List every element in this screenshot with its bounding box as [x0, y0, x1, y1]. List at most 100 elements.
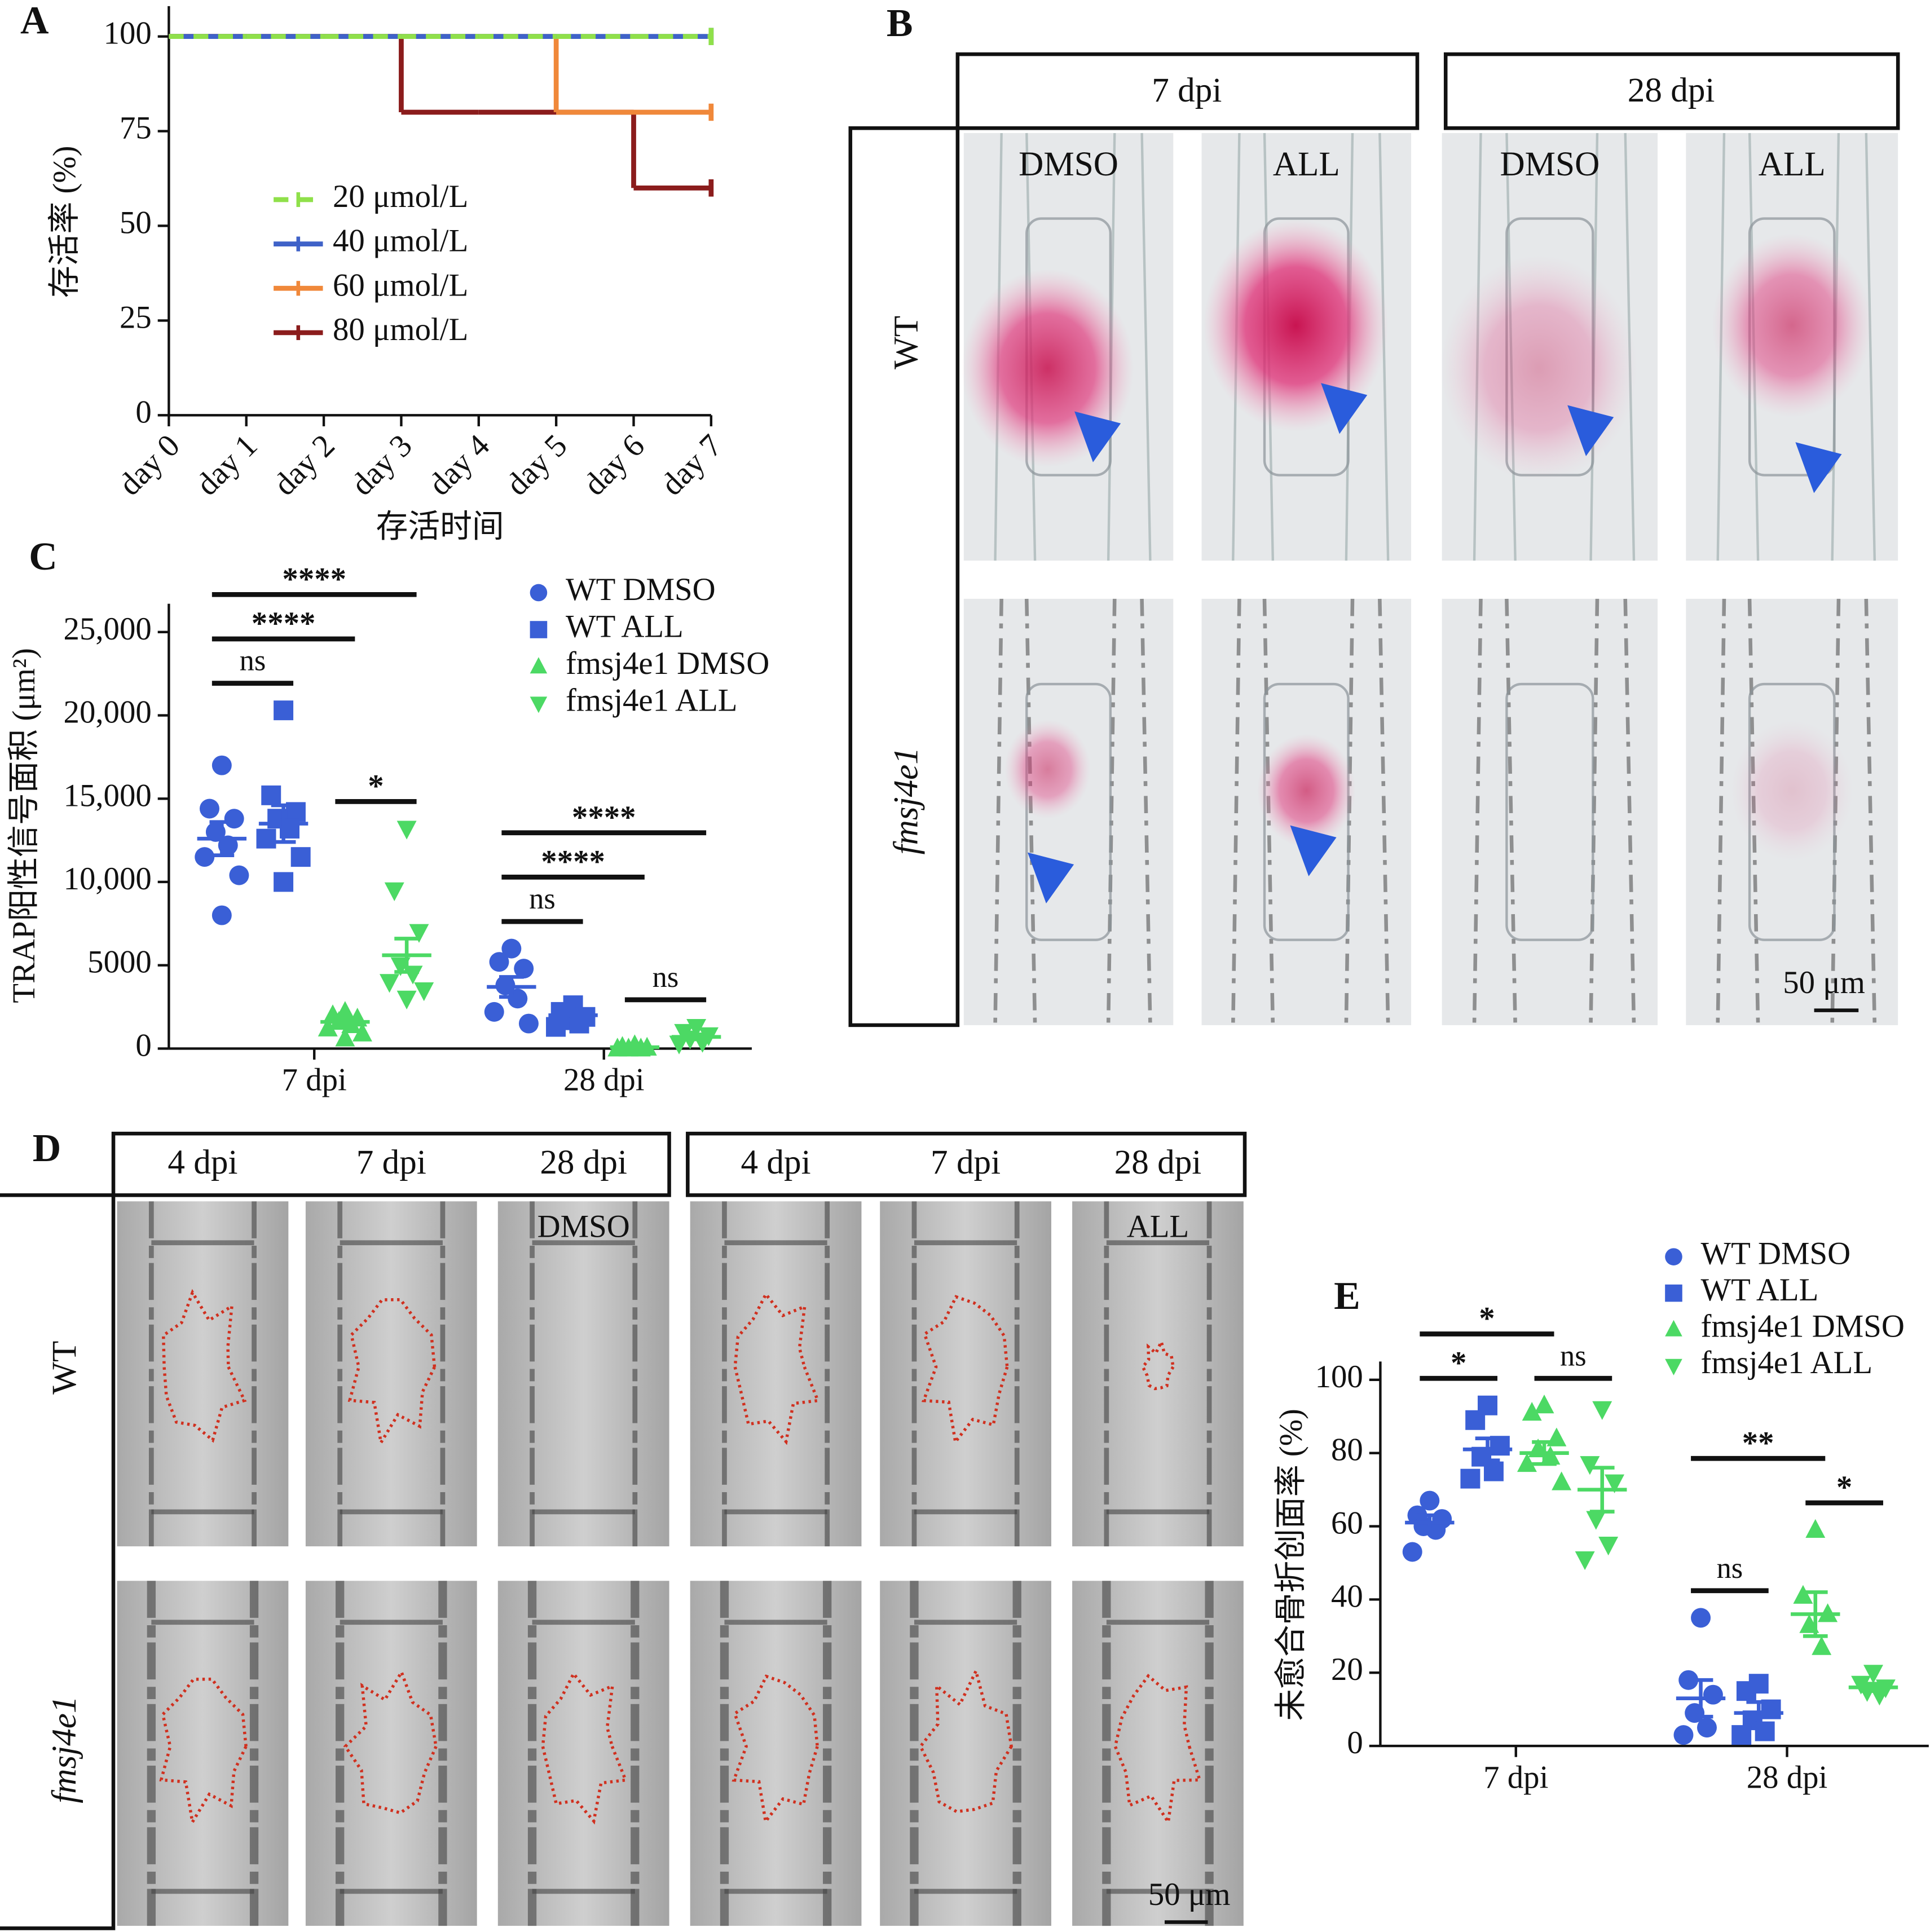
micrograph: [1072, 1201, 1244, 1547]
data-point: [335, 1027, 355, 1047]
legend-marker: [530, 657, 548, 674]
legend-marker: [1665, 1248, 1682, 1265]
legend-label: 40 μmol/L: [333, 223, 468, 259]
data-point: [274, 872, 294, 892]
column-header: 28 dpi: [1114, 1143, 1202, 1181]
tissue-line: [1864, 598, 1877, 1025]
data-point: [1793, 1585, 1813, 1604]
header-box: [955, 52, 1420, 130]
micrograph: [690, 1201, 862, 1547]
micrograph: [305, 1581, 477, 1926]
arrowhead: [1290, 825, 1337, 876]
wound-outline: [347, 1298, 437, 1447]
data-point: [195, 847, 215, 867]
x-tick-label: day 0: [112, 427, 187, 502]
y-tick-label: 25,000: [64, 611, 152, 647]
wound-outline: [732, 1674, 819, 1825]
y-axis-label: 未愈合骨折创面率 (%): [1273, 1409, 1308, 1721]
tissue-line: [1472, 598, 1483, 1025]
significance-label: *: [1479, 1301, 1495, 1336]
column-header: 7 dpi: [1152, 71, 1222, 109]
data-point: [501, 938, 522, 959]
column-header: 7 dpi: [356, 1143, 426, 1181]
data-point: [1483, 1461, 1504, 1481]
data-point: [409, 924, 429, 943]
y-axis-label: 存活率 (%): [47, 145, 82, 298]
y-tick-label: 80: [1331, 1432, 1363, 1468]
x-axis-label: 存活时间: [376, 509, 504, 545]
column-header: 4 dpi: [741, 1143, 811, 1181]
y-tick-label: 50: [120, 205, 152, 241]
legend-label: fmsj4e1 DMSO: [1701, 1309, 1905, 1344]
data-point: [380, 974, 399, 993]
significance-label: **: [1742, 1425, 1774, 1461]
significance-label: ns: [1717, 1552, 1743, 1585]
data-point: [1805, 1519, 1826, 1538]
tissue-line: [1140, 598, 1152, 1025]
wound-outline: [918, 1666, 1014, 1814]
micrograph: [497, 1581, 669, 1926]
x-tick-label: 28 dpi: [1747, 1759, 1828, 1795]
significance-label: ****: [252, 606, 316, 641]
data-point: [274, 700, 294, 721]
row-label-box: [848, 126, 960, 1027]
data-point: [1420, 1490, 1440, 1511]
data-point: [489, 952, 509, 972]
treatment-label: ALL: [1273, 145, 1340, 183]
legend-label: WT DMSO: [566, 572, 716, 607]
treatment-label: ALL: [1759, 145, 1826, 183]
data-point: [1517, 1453, 1537, 1472]
data-point: [1812, 1636, 1832, 1655]
data-point: [1731, 1725, 1752, 1745]
significance-label: ****: [541, 844, 605, 880]
legend-marker: [1665, 1284, 1682, 1302]
significance-label: ****: [282, 561, 346, 597]
y-tick-label: 0: [1347, 1725, 1363, 1761]
tissue-line: [1865, 133, 1876, 561]
wound-outline: [921, 1295, 1009, 1446]
tissue-line: [1716, 598, 1726, 1025]
micrograph: [117, 1201, 289, 1547]
significance-label: ns: [1560, 1339, 1587, 1372]
data-point: [1691, 1608, 1711, 1628]
tissue-line: [1231, 598, 1241, 1025]
x-tick-label: day 7: [654, 427, 729, 502]
data-point: [1592, 1401, 1612, 1420]
treatment-label: ALL: [1127, 1209, 1189, 1245]
legend-marker: [1665, 1358, 1682, 1375]
legend-marker: [530, 621, 548, 638]
arrowhead: [1567, 405, 1614, 456]
micrograph: [1072, 1581, 1244, 1926]
vertebra-outline: [1505, 682, 1594, 941]
data-point: [1580, 1456, 1600, 1475]
data-point: [224, 809, 244, 829]
column-header: 4 dpi: [168, 1143, 237, 1181]
header-box: [686, 1131, 1247, 1197]
significance-label: *: [1836, 1470, 1852, 1505]
y-tick-label: 10,000: [64, 861, 152, 897]
micrograph: [117, 1581, 289, 1926]
legend-marker: [1665, 1320, 1682, 1336]
data-point: [686, 1019, 707, 1038]
tissue-line: [1140, 133, 1152, 561]
column-header: 28 dpi: [1628, 71, 1715, 109]
treatment-label: DMSO: [1500, 145, 1599, 183]
legend-label: 60 μmol/L: [333, 267, 468, 303]
data-point: [1697, 1718, 1717, 1738]
legend-label: fmsj4e1 DMSO: [566, 646, 769, 681]
row-label: fmsj4e1: [45, 1696, 83, 1803]
y-tick-label: 5000: [87, 945, 152, 980]
significance-label: ns: [653, 961, 679, 994]
header-box: [1443, 52, 1900, 130]
data-point: [1703, 1684, 1723, 1705]
x-tick-label: day 2: [267, 427, 342, 502]
treatment-label: DMSO: [1019, 145, 1118, 183]
tissue-line: [1378, 598, 1390, 1025]
legend-label: 80 μmol/L: [333, 312, 468, 347]
legend-label: WT ALL: [1701, 1272, 1819, 1308]
trap-stain: [1712, 233, 1872, 418]
data-point: [1598, 1537, 1619, 1556]
legend-label: WT ALL: [566, 609, 684, 645]
wound-outline: [1113, 1674, 1202, 1827]
panel-label: B: [887, 2, 913, 45]
